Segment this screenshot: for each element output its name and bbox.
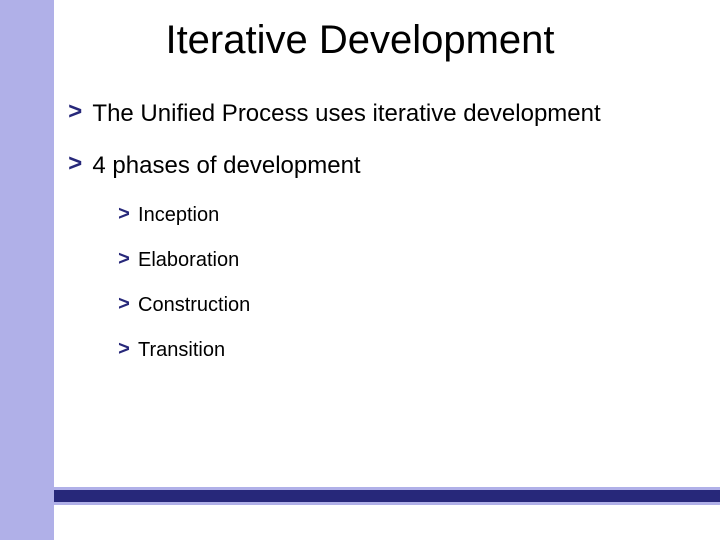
sub-bullet-text: Transition: [138, 339, 225, 362]
bullet-marker-icon: >: [68, 152, 82, 179]
slide-content: > The Unified Process uses iterative dev…: [68, 100, 698, 384]
sub-bullet-text: Inception: [138, 204, 219, 227]
sub-bullet-text: Elaboration: [138, 249, 239, 272]
bullet-item: > The Unified Process uses iterative dev…: [68, 100, 698, 128]
sub-bullet-item: > Inception: [118, 204, 698, 227]
sub-bullet-text: Construction: [138, 294, 250, 317]
bullet-marker-icon: >: [68, 100, 82, 127]
left-border-accent: [0, 0, 54, 540]
bullet-marker-icon: >: [118, 294, 130, 317]
bullet-marker-icon: >: [118, 204, 130, 227]
bullet-item: > 4 phases of development: [68, 152, 698, 180]
sub-bullet-item: > Elaboration: [118, 249, 698, 272]
slide-title: Iterative Development: [0, 18, 720, 63]
sub-bullet-item: > Transition: [118, 339, 698, 362]
sub-bullet-item: > Construction: [118, 294, 698, 317]
bullet-text: The Unified Process uses iterative devel…: [92, 100, 600, 128]
sub-bullet-group: > Inception > Elaboration > Construction…: [68, 204, 698, 362]
bottom-accent-dark: [54, 490, 720, 502]
bullet-text: 4 phases of development: [92, 152, 360, 180]
bullet-marker-icon: >: [118, 339, 130, 362]
bullet-marker-icon: >: [118, 249, 130, 272]
